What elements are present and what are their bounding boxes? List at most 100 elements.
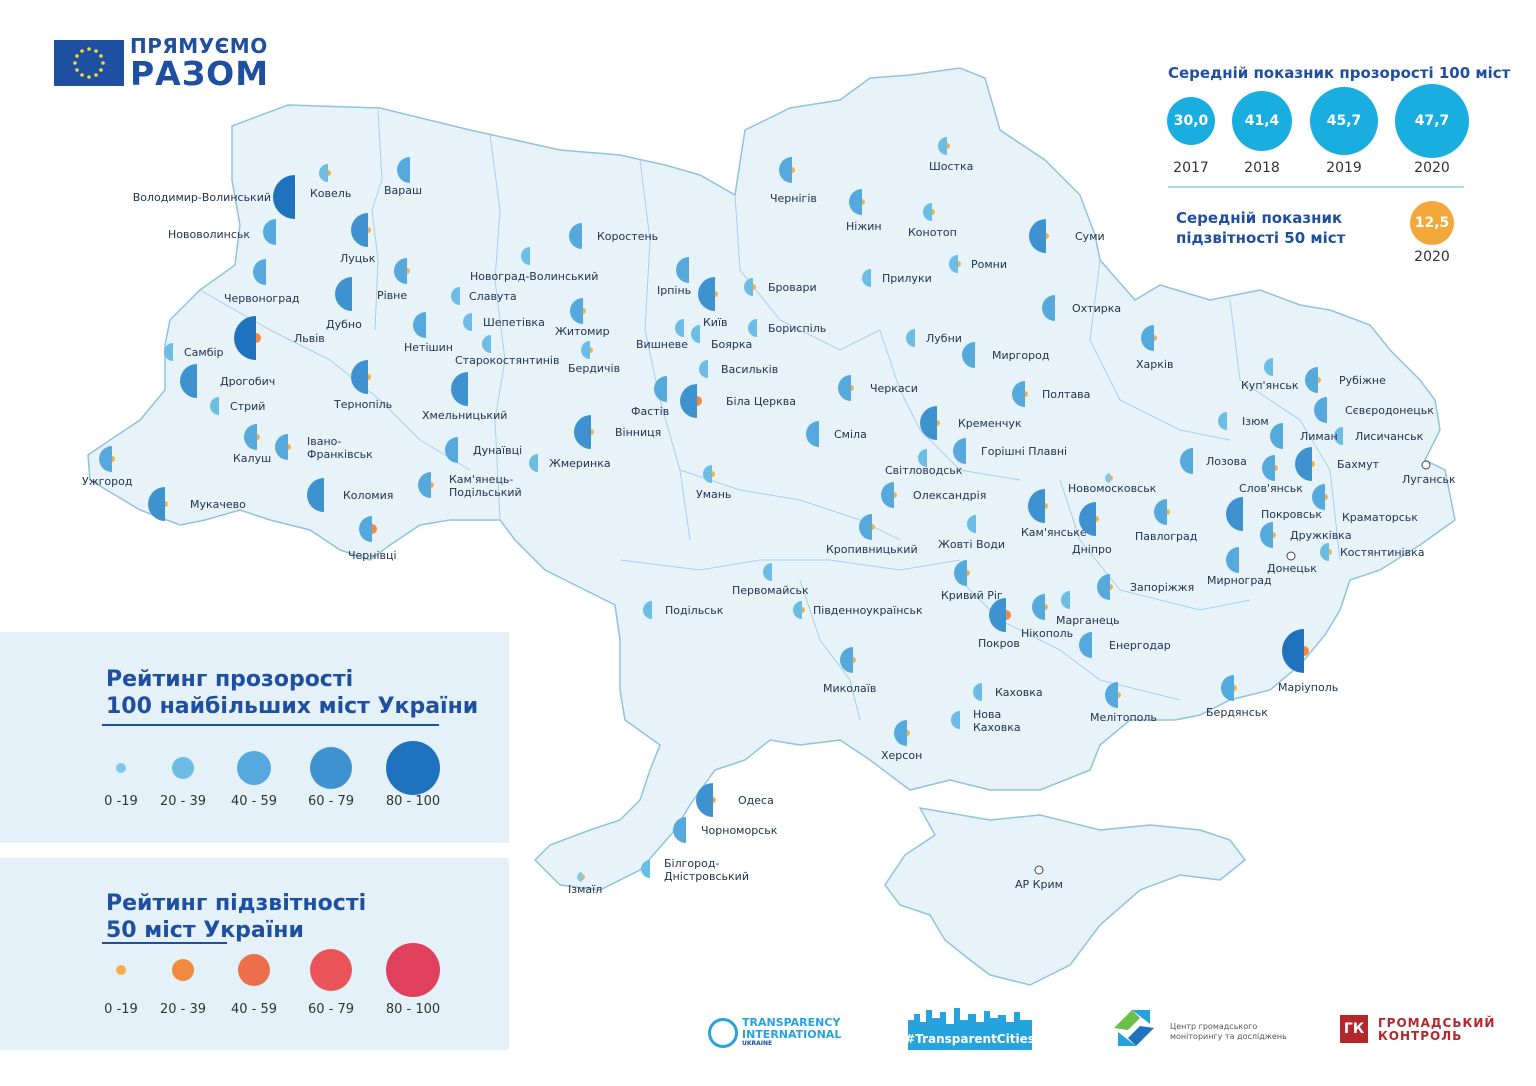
brand-line-2: РАЗОМ — [130, 54, 270, 93]
transparency-half-circle — [923, 203, 932, 221]
summary-circle: 30,0 — [1167, 97, 1215, 145]
city-marker: Чернівці — [348, 516, 397, 562]
city-label: Васильків — [721, 363, 778, 376]
transparency-half-circle — [698, 277, 715, 311]
city-label: Прилуки — [882, 272, 932, 285]
city-label: Бердичів — [568, 362, 620, 375]
city-marker: Самбір — [164, 343, 224, 361]
city-label: Бердянськ — [1206, 706, 1268, 719]
city-label: Кривий Ріг — [941, 589, 1003, 602]
city-label: Коломия — [343, 489, 393, 502]
city-label: Франківськ — [307, 448, 373, 461]
transparency-half-circle — [521, 247, 530, 265]
city-marker: Фастів — [631, 376, 669, 418]
transparency-legend-title: Рейтинг прозорості 100 найбільших міст У… — [106, 666, 478, 720]
accountability-half-circle — [1045, 604, 1048, 610]
city-label: Дружківка — [1290, 529, 1352, 542]
city-label: Одеса — [738, 794, 774, 807]
legend-circle — [310, 747, 352, 789]
city-label: Кам'янець- — [449, 473, 513, 486]
ti-line-1: TRANSPARENCY — [742, 1016, 841, 1029]
city-marker: Вараш — [384, 157, 422, 197]
city-label: Київ — [703, 316, 728, 329]
accountability-half-circle — [372, 524, 377, 534]
ti-line-2: INTERNATIONAL — [742, 1028, 842, 1041]
city-marker: Хмельницький — [422, 372, 507, 422]
city-label: Бориспіль — [768, 322, 826, 335]
legend-circle — [238, 954, 270, 986]
transparency-half-circle — [676, 257, 689, 283]
city-marker: Київ — [698, 277, 728, 329]
ti-line-3: UKRAINE — [742, 1040, 773, 1047]
city-label: Коростень — [597, 230, 658, 243]
accountability-half-circle — [1006, 610, 1011, 620]
transparent-cities-badge: #TransparentCities — [905, 1028, 1035, 1050]
eu-flag-icon — [54, 40, 124, 86]
accountability-half-circle — [1167, 509, 1170, 515]
accountability-half-circle — [1110, 475, 1113, 481]
summary-circle: 41,4 — [1232, 91, 1292, 151]
city-marker: Дружківка — [1260, 522, 1352, 548]
city-marker: Енергодар — [1079, 632, 1171, 658]
city-marker: Краматорськ — [1312, 484, 1418, 524]
transparency-half-circle — [1226, 497, 1243, 531]
legend-circle — [172, 959, 194, 981]
transparency-half-circle — [1260, 522, 1273, 548]
legend-circle — [172, 757, 194, 779]
uncovered-city-dot — [1286, 551, 1296, 561]
transparency-half-circle — [641, 860, 650, 878]
city-marker: Павлоград — [1135, 499, 1198, 543]
accountability-half-circle — [407, 268, 410, 274]
transparency-half-circle — [1282, 629, 1304, 673]
city-label: Рівне — [377, 289, 407, 302]
city-label: Вінниця — [615, 426, 661, 439]
transparency-half-circle — [675, 319, 684, 337]
city-marker: Нікополь — [1021, 594, 1073, 640]
transparency-half-circle — [862, 269, 871, 287]
legend-label: 20 - 39 — [159, 794, 207, 809]
accountability-half-circle — [1325, 494, 1328, 500]
city-label: Лиман — [1300, 430, 1338, 443]
city-label: Південноукраїнськ — [813, 604, 923, 617]
accountability-half-circle — [697, 396, 702, 406]
city-label: Самбір — [184, 346, 224, 359]
city-label: Бровари — [768, 281, 817, 294]
uncovered-city-dot — [1421, 460, 1431, 470]
transparency-legend: Рейтинг прозорості 100 найбільших міст У… — [0, 632, 509, 843]
accountability-half-circle — [256, 333, 261, 343]
city-label: Луцьк — [340, 252, 376, 265]
city-marker: Одеса — [696, 783, 774, 817]
city-marker: Південноукраїнськ — [793, 601, 923, 619]
city-label: Нетішин — [404, 341, 453, 354]
city-marker: Васильків — [699, 360, 778, 378]
transparency-half-circle — [351, 213, 368, 247]
transparent-cities-logo: #TransparentCities — [905, 1006, 1035, 1050]
city-label: Краматорськ — [1342, 511, 1418, 524]
city-label: Покров — [978, 637, 1020, 650]
city-label: Лубни — [926, 332, 962, 345]
oblast-borders — [199, 109, 1341, 721]
city-label: Ізмаїл — [568, 883, 602, 896]
accountability-half-circle — [907, 730, 910, 736]
city-marker: Миргород — [962, 342, 1050, 368]
transparency-half-circle — [359, 516, 372, 542]
transparency-half-circle — [748, 319, 757, 337]
city-marker: Шепетівка — [463, 313, 545, 331]
city-marker: Вінниця — [574, 415, 661, 449]
city-marker: Запоріжжя — [1097, 574, 1194, 600]
transparency-half-circle — [1226, 547, 1239, 573]
city-label: Павлоград — [1135, 530, 1198, 543]
transparency-half-circle — [319, 164, 328, 182]
transparency-half-circle — [394, 258, 407, 284]
city-marker: Мукачево — [148, 487, 246, 521]
civic-control-badge-text: ГК — [1343, 1021, 1365, 1037]
summary-year: 2017 — [1173, 160, 1209, 176]
city-marker: Кам'янське — [1021, 489, 1087, 539]
transparent-cities-text: #TransparentCities — [905, 1032, 1035, 1046]
city-label: Кременчук — [958, 417, 1022, 430]
accountability-half-circle — [1312, 461, 1315, 467]
city-label: Червоноград — [224, 292, 300, 305]
city-marker: Дніпро — [1072, 502, 1112, 556]
summary-value: 30,0 — [1173, 113, 1209, 129]
